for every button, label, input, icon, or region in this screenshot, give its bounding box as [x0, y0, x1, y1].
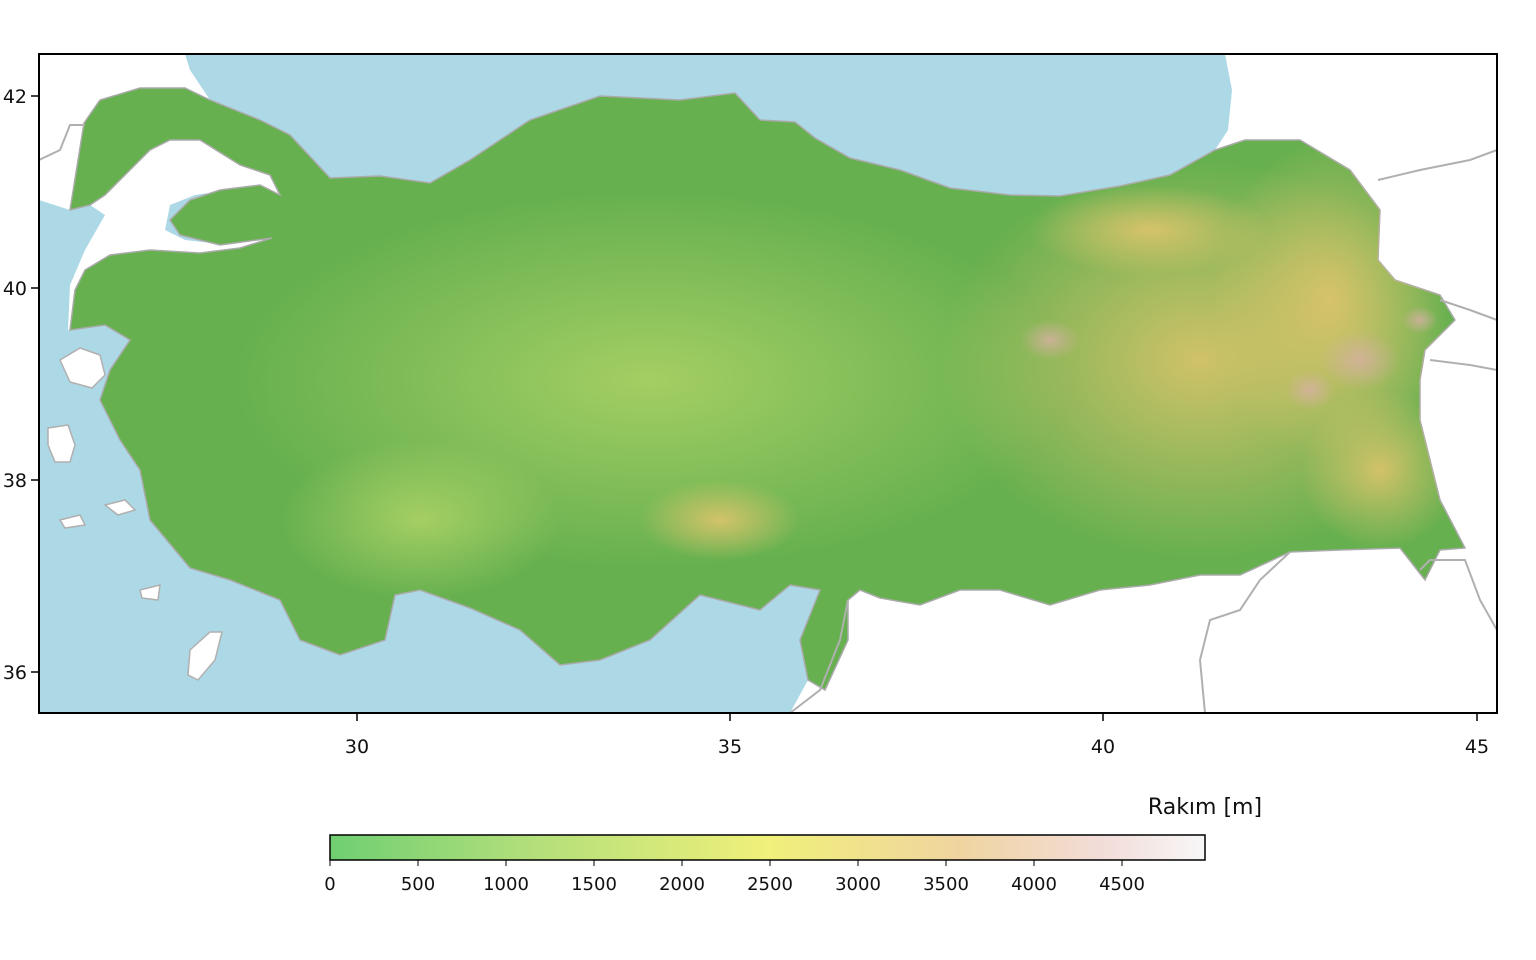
- colorbar-tick-label: 0: [324, 874, 335, 895]
- colorbar-ticks: [329, 860, 1123, 866]
- colorbar-tick-label: 2000: [659, 874, 705, 895]
- y-tick-label: 38: [3, 470, 27, 492]
- country-borders: [39, 124, 1497, 713]
- x-tick-label: 35: [718, 736, 742, 758]
- colorbar-tick-label: 4500: [1099, 874, 1145, 895]
- x-tick-label: 45: [1465, 736, 1489, 758]
- elevation-colorbar: Rakım [m] 0 500 1000 1500 2000 2500 3000…: [324, 795, 1262, 895]
- mediterranean-sea: [39, 585, 820, 713]
- x-tick-label: 40: [1091, 736, 1115, 758]
- colorbar-tick-label: 4000: [1011, 874, 1057, 895]
- colorbar-tick-label: 1000: [483, 874, 529, 895]
- y-tick-label: 40: [3, 278, 27, 300]
- island: [139, 584, 161, 601]
- y-tick-label: 36: [3, 662, 27, 684]
- colorbar-title: Rakım [m]: [1148, 795, 1262, 820]
- island: [187, 631, 223, 681]
- island: [47, 424, 76, 463]
- map-border: [38, 53, 1498, 714]
- map-area: [39, 54, 1497, 713]
- y-tick-label: 42: [3, 86, 27, 108]
- island: [58, 514, 87, 529]
- colorbar-tick-label: 2500: [747, 874, 793, 895]
- colorbar-tick-label: 1500: [571, 874, 617, 895]
- x-axis: 30 35 40 45: [345, 713, 1489, 758]
- colorbar-gradient: [329, 834, 1206, 861]
- colorbar-tick-label: 3500: [923, 874, 969, 895]
- elevation-shading: [230, 140, 1460, 600]
- y-axis: 42 40 38 36: [3, 86, 39, 684]
- colorbar-tick-label: 500: [401, 874, 435, 895]
- island: [59, 347, 106, 389]
- aegean-sea: [39, 200, 300, 713]
- island: [103, 499, 137, 516]
- x-tick-label: 30: [345, 736, 369, 758]
- black-sea: [185, 54, 1232, 196]
- colorbar-tick-label: 3000: [835, 874, 881, 895]
